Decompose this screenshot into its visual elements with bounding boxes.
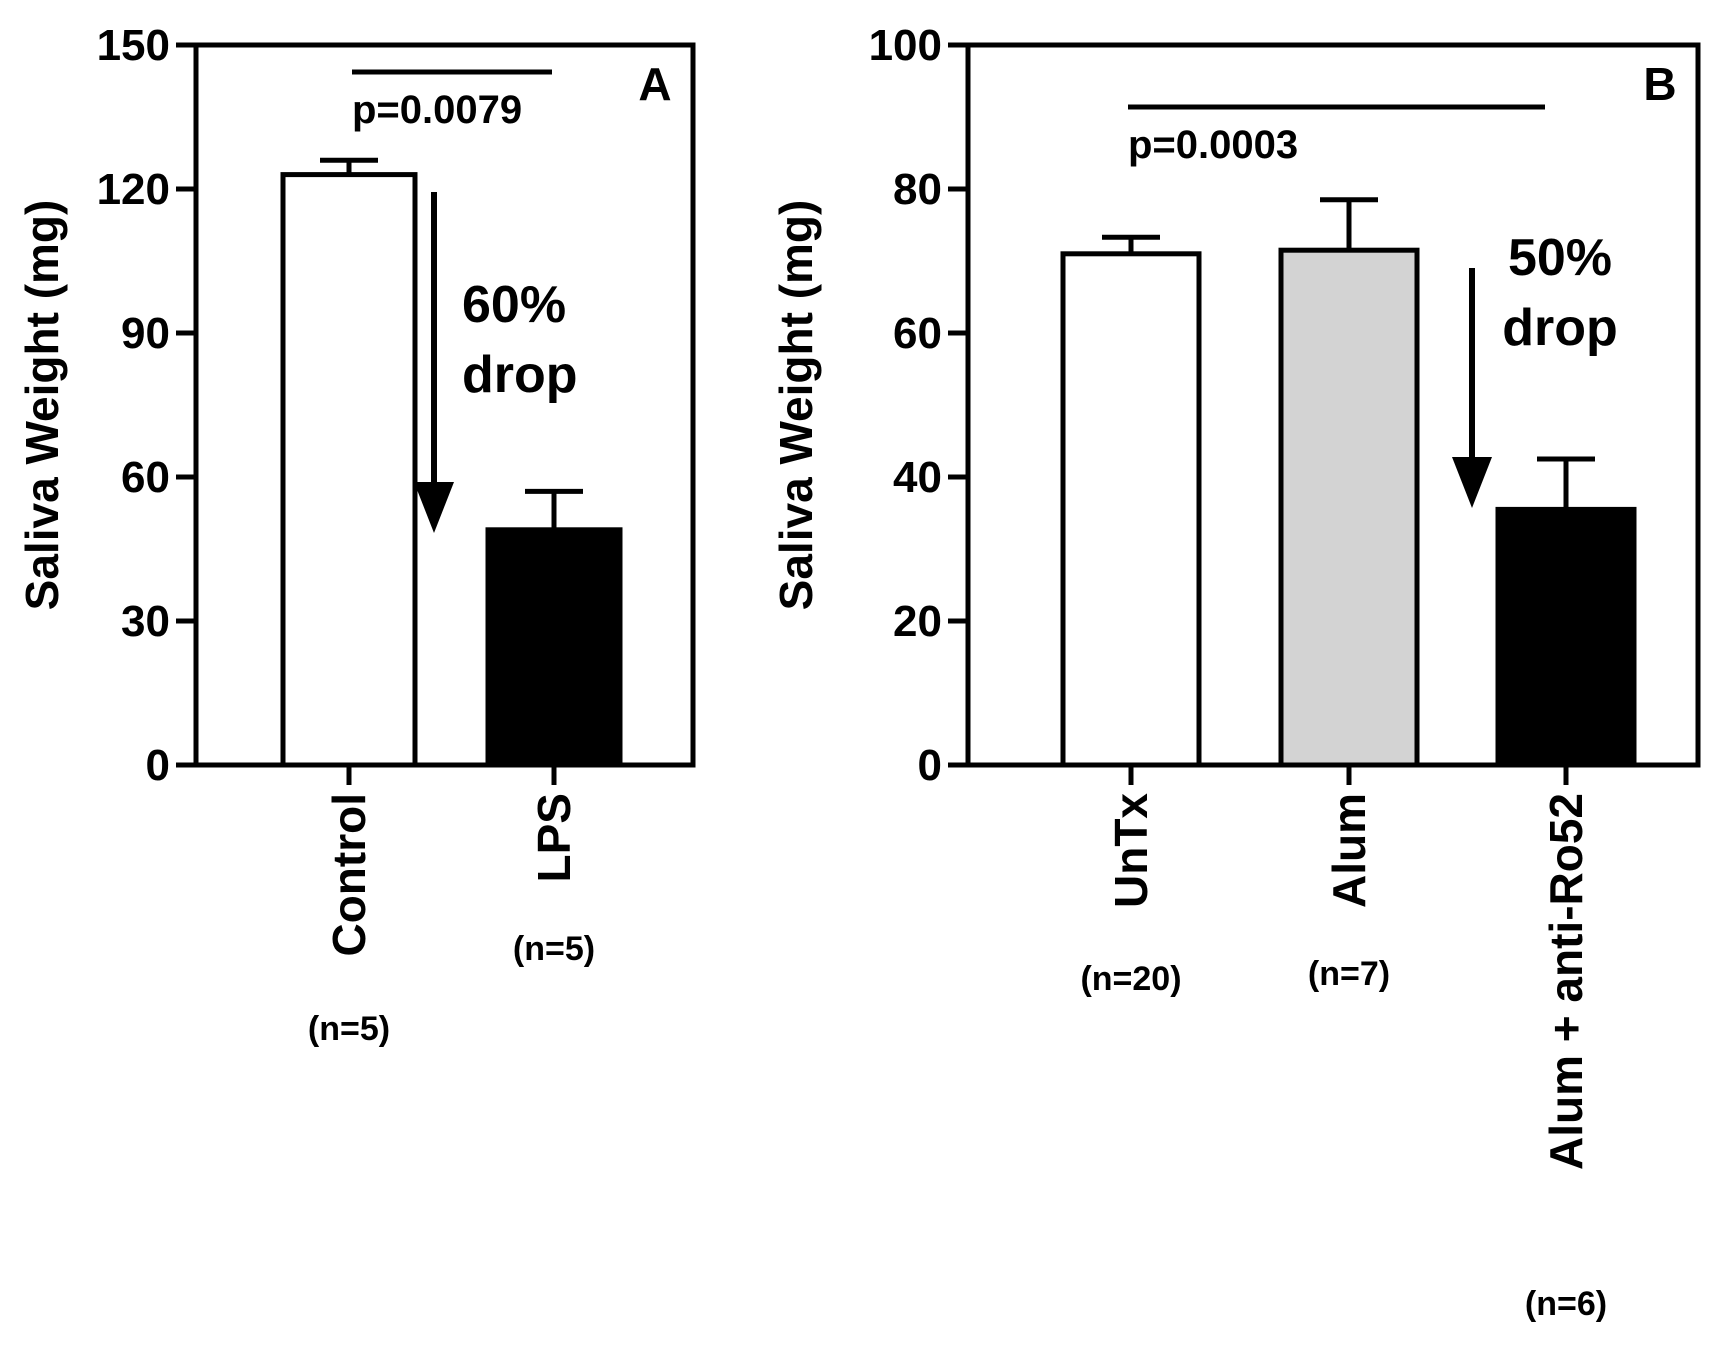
- panel-b: 0 20 40 60 80 100 UnTx (n=20) Alum (n=7) Alum + an…: [770, 21, 1701, 1323]
- panel-a-bar-lps: [485, 527, 623, 768]
- panel-a-drop-percent: 60%: [462, 276, 566, 334]
- panel-a-drop-word: drop: [462, 346, 578, 404]
- panel-a-category-label: LPS: [528, 793, 580, 882]
- panel-b-n-label: (n=7): [1308, 955, 1390, 993]
- panel-b-y-tick-label: 100: [869, 21, 942, 70]
- panel-b-drop-word: drop: [1502, 299, 1618, 357]
- panel-a-drop-arrowhead: [414, 482, 454, 533]
- panel-b-drop-arrowhead: [1452, 457, 1492, 508]
- panel-b-bar-untx: [1060, 251, 1202, 768]
- panel-a-y-axis-title: Saliva Weight (mg): [16, 200, 68, 611]
- panel-b-bar-alum: [1278, 247, 1420, 768]
- panel-b-letter: B: [1643, 58, 1676, 110]
- panel-b-category-label: Alum: [1323, 793, 1375, 908]
- panel-b-category-label: Alum + anti-Ro52: [1540, 793, 1592, 1170]
- panel-a-category-label: Control: [323, 793, 375, 957]
- panel-a-y-tick-label: 30: [121, 597, 170, 646]
- panel-b-y-tick-label: 20: [893, 597, 942, 646]
- panel-a-y-tick-label: 0: [146, 741, 170, 790]
- panel-a-y-tick-label: 90: [121, 309, 170, 358]
- panel-b-n-label: (n=6): [1525, 1285, 1607, 1323]
- panel-b-category-label: UnTx: [1105, 793, 1157, 908]
- panel-b-bar-alum-anti-ro52: [1495, 506, 1637, 768]
- panel-a-frame: [193, 42, 696, 768]
- panel-a-bar-control: [280, 172, 418, 768]
- panel-a: 0 30 60 90 120 150 Control (n=5) LPS (n=5) Saliva…: [16, 21, 696, 1048]
- panel-b-y-tick-label: 60: [893, 309, 942, 358]
- panel-a-p-value: p=0.0079: [352, 88, 522, 132]
- panel-b-y-tick-label: 80: [893, 165, 942, 214]
- panel-a-letter: A: [638, 58, 671, 110]
- panel-a-y-tick-label: 120: [97, 165, 170, 214]
- panel-a-n-label: (n=5): [513, 930, 595, 968]
- panel-b-y-tick-label: 40: [893, 453, 942, 502]
- panel-b-n-label: (n=20): [1080, 960, 1181, 998]
- panel-b-y-axis-title: Saliva Weight (mg): [770, 200, 822, 611]
- panel-b-y-tick-label: 0: [918, 741, 942, 790]
- panel-a-y-tick-label: 150: [97, 21, 170, 70]
- panel-a-n-label: (n=5): [308, 1010, 390, 1048]
- panel-a-y-tick-label: 60: [121, 453, 170, 502]
- panel-b-drop-percent: 50%: [1508, 229, 1612, 287]
- panel-b-p-value: p=0.0003: [1128, 123, 1298, 167]
